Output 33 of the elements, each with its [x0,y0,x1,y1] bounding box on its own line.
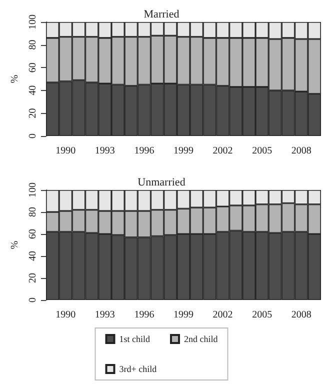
y-axis-title: % [10,240,21,250]
y-tick-label: 40 [28,251,38,261]
y-tick-label: 80 [28,207,38,217]
y-tick-label: 100 [28,182,38,198]
y-axis-title: % [10,74,21,84]
x-tick-label: 1996 [134,310,154,320]
legend-label: 1st child [119,334,150,344]
legend-label: 2nd child [184,334,218,344]
y-tick-label: 40 [28,85,38,96]
y-tick-label: 0 [28,298,38,302]
y-tick-label: 80 [28,40,38,50]
chart-title: Married [144,8,180,20]
x-tick-label: 2002 [212,146,233,156]
x-tick-label: 2008 [291,146,312,156]
y-tick-label: 20 [28,108,38,118]
y-tick-label: 60 [28,229,38,239]
x-tick-label: 2005 [252,146,272,156]
legend-label: 3rd+ child [119,364,158,374]
x-tick-label: 1990 [56,310,76,320]
x-tick-label: 1999 [174,310,194,320]
x-tick-label: 2008 [291,310,312,320]
x-tick-label: 1993 [94,310,115,320]
y-tick-label: 20 [28,273,38,283]
x-tick-label: 2002 [212,310,233,320]
chart-title: Unmarried [138,176,186,188]
x-tick-label: 1996 [134,146,154,156]
x-tick-label: 2005 [252,310,272,320]
y-tick-label: 100 [28,14,38,30]
y-tick-label: 60 [28,62,38,73]
x-tick-label: 1993 [94,146,115,156]
y-tick-label: 0 [28,134,38,138]
x-tick-label: 1990 [56,146,76,156]
x-tick-label: 1999 [174,146,194,156]
